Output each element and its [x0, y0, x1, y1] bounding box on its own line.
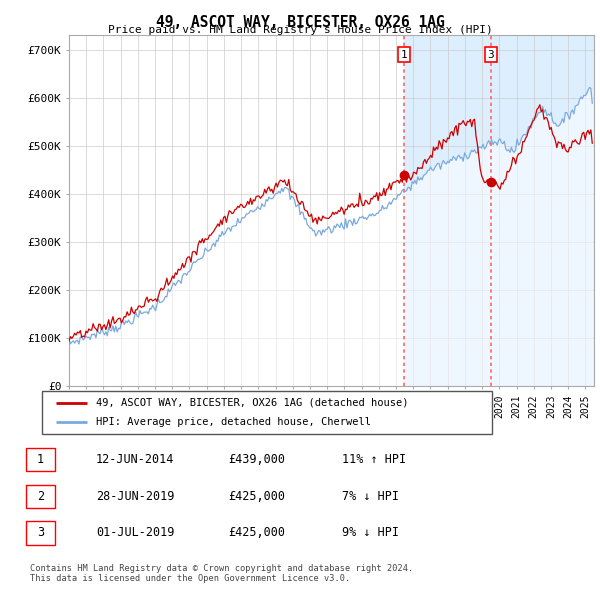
Bar	[404, 35, 600, 386]
Text: 49, ASCOT WAY, BICESTER, OX26 1AG: 49, ASCOT WAY, BICESTER, OX26 1AG	[155, 15, 445, 30]
Text: HPI: Average price, detached house, Cherwell: HPI: Average price, detached house, Cher…	[96, 417, 371, 427]
Text: 11% ↑ HPI: 11% ↑ HPI	[342, 453, 406, 466]
Text: Contains HM Land Registry data © Crown copyright and database right 2024.
This d: Contains HM Land Registry data © Crown c…	[30, 563, 413, 583]
Text: 01-JUL-2019: 01-JUL-2019	[96, 526, 175, 539]
Text: £425,000: £425,000	[228, 490, 285, 503]
Text: 9% ↓ HPI: 9% ↓ HPI	[342, 526, 399, 539]
Text: £425,000: £425,000	[228, 526, 285, 539]
Text: Price paid vs. HM Land Registry's House Price Index (HPI): Price paid vs. HM Land Registry's House …	[107, 25, 493, 35]
Text: £439,000: £439,000	[228, 453, 285, 466]
Text: 1: 1	[400, 50, 407, 60]
Text: 7% ↓ HPI: 7% ↓ HPI	[342, 490, 399, 503]
Text: 12-JUN-2014: 12-JUN-2014	[96, 453, 175, 466]
Text: 3: 3	[487, 50, 494, 60]
Text: 1: 1	[37, 453, 44, 466]
Text: 3: 3	[37, 526, 44, 539]
Text: 2: 2	[37, 490, 44, 503]
Text: 28-JUN-2019: 28-JUN-2019	[96, 490, 175, 503]
Text: 49, ASCOT WAY, BICESTER, OX26 1AG (detached house): 49, ASCOT WAY, BICESTER, OX26 1AG (detac…	[96, 398, 409, 408]
